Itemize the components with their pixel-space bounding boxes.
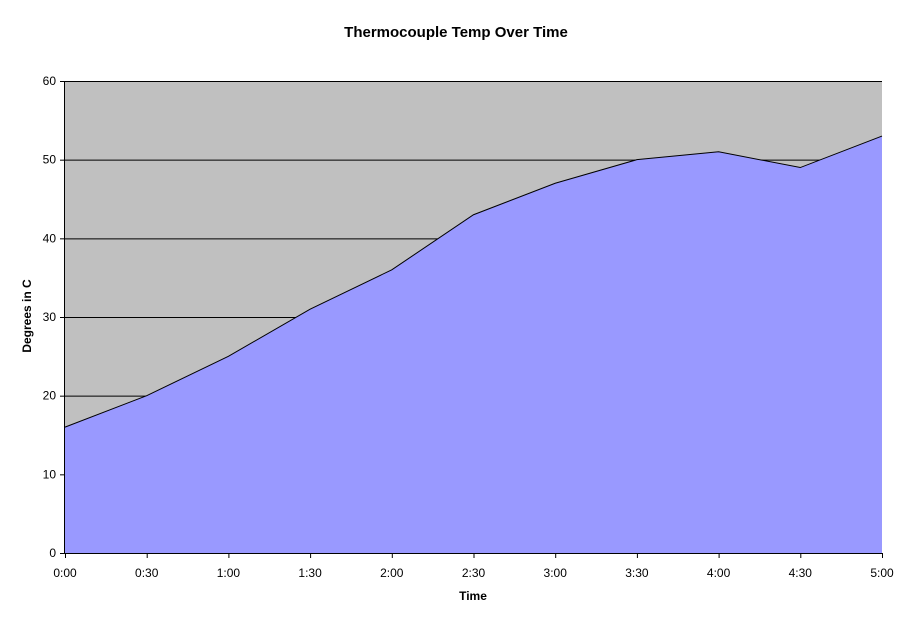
x-tick-label-3:30: 3:30 [625, 566, 649, 580]
y-axis-title: Degrees in C [20, 279, 34, 353]
y-tick-label-40: 40 [43, 231, 57, 245]
area-series [64, 135, 883, 554]
y-tick-label-10: 10 [43, 467, 57, 481]
x-tick-label-2:30: 2:30 [462, 566, 486, 580]
x-tick-label-4:30: 4:30 [789, 566, 813, 580]
y-tick-label-50: 50 [43, 153, 57, 167]
x-tick-label-5:00: 5:00 [870, 566, 894, 580]
y-tick-labels: 0 10 20 30 40 50 60 [43, 74, 57, 560]
x-tick-label-1:30: 1:30 [298, 566, 322, 580]
x-tick-label-4:00: 4:00 [707, 566, 731, 580]
x-tick-label-0:30: 0:30 [135, 566, 159, 580]
x-tick-label-0:00: 0:00 [53, 566, 77, 580]
y-tick-label-60: 60 [43, 74, 57, 88]
axes [60, 81, 883, 558]
area-fill-series-0 [65, 136, 882, 554]
y-tick-label-20: 20 [43, 389, 57, 403]
x-tick-labels: 0:00 0:30 1:00 1:30 2:00 2:30 3:00 3:30 4:00 4:30… [53, 566, 894, 580]
chart-title: Thermocouple Temp Over Time [344, 24, 568, 41]
area-line-series-0 [64, 135, 883, 428]
x-tick-label-2:00: 2:00 [380, 566, 404, 580]
x-tick-label-3:00: 3:00 [544, 566, 568, 580]
x-tick-label-1:00: 1:00 [217, 566, 241, 580]
y-tick-label-30: 30 [43, 310, 57, 324]
y-tick-label-0: 0 [49, 546, 56, 560]
x-axis-title: Time [459, 589, 487, 603]
